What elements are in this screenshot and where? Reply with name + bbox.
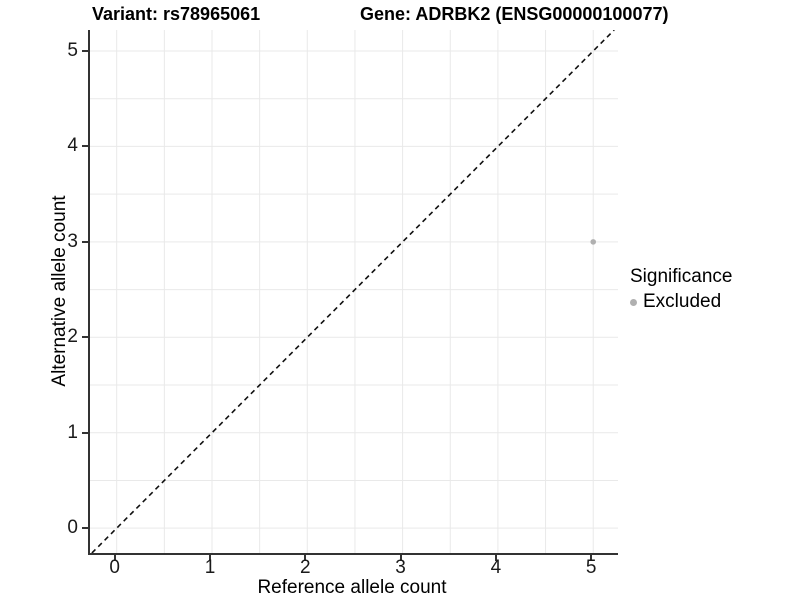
x-tick-mark (208, 555, 211, 561)
y-tick-mark (82, 336, 88, 339)
y-tick-mark (82, 49, 88, 52)
y-tick-label: 1 (67, 421, 78, 443)
x-tick-mark (399, 555, 402, 561)
plot-panel (88, 30, 618, 555)
x-tick-label: 1 (204, 557, 216, 578)
y-tick-label: 2 (67, 326, 78, 348)
y-tick-label: 4 (67, 135, 78, 157)
y-tick-mark (82, 145, 88, 148)
x-tick-mark (494, 555, 497, 561)
legend: Significance Excluded (630, 266, 732, 313)
x-tick-mark (304, 555, 307, 561)
x-tick-label: 4 (490, 557, 502, 578)
legend-title: Significance (630, 266, 733, 287)
x-tick-mark (113, 555, 116, 561)
variant-title: Variant: rs78965061 (92, 4, 261, 24)
x-tick-mark (590, 555, 593, 561)
y-tick-label: 3 (67, 230, 78, 252)
y-tick-mark (82, 240, 88, 243)
x-tick-label: 3 (395, 557, 406, 578)
x-tick-label: 0 (109, 557, 120, 578)
gene-title: Gene: ADRBK2 (ENSG00000100077) (360, 4, 669, 24)
x-tick-label: 2 (300, 557, 311, 578)
y-tick-mark (82, 431, 88, 434)
identity-dashed-line (91, 30, 615, 553)
y-tick-label: 5 (67, 39, 78, 61)
legend-item-excluded: Excluded (630, 291, 732, 313)
x-axis-title: Reference allele count (257, 577, 447, 598)
data-point (590, 239, 597, 245)
legend-item-label: Excluded (643, 291, 722, 312)
legend-point-icon (630, 298, 637, 306)
y-axis-title: Alternative allele count (49, 195, 70, 387)
y-tick-label: 0 (67, 517, 78, 539)
x-tick-label: 5 (585, 557, 597, 578)
y-tick-mark (82, 527, 88, 530)
plot-canvas (90, 30, 618, 553)
